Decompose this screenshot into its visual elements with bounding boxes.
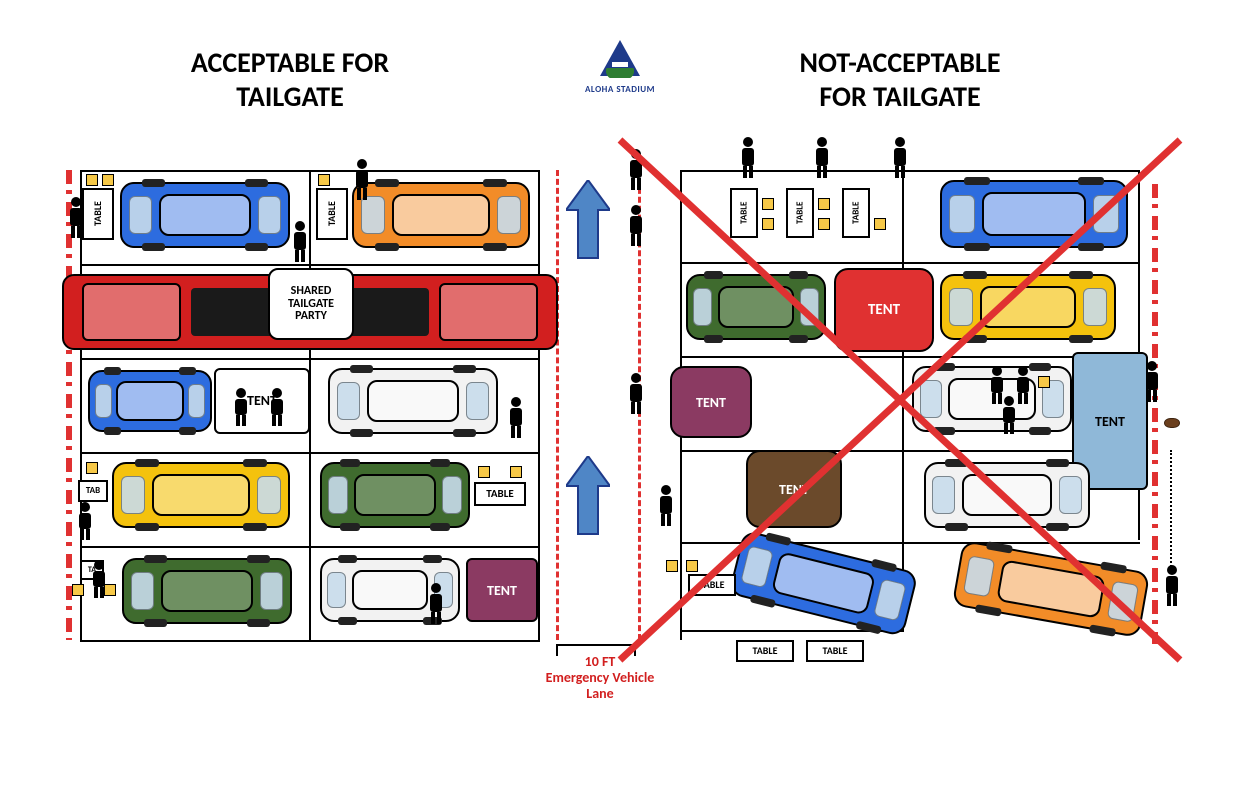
tent-white: TENT bbox=[214, 368, 310, 434]
right-boundary-dashdot bbox=[1152, 184, 1158, 644]
table-r4: TABLE bbox=[688, 574, 736, 596]
left-boundary-dashdot bbox=[66, 170, 72, 640]
chair-icon bbox=[86, 462, 98, 474]
car-blue-r0 bbox=[940, 180, 1128, 248]
car-yellow-r1 bbox=[940, 274, 1116, 340]
right-panel: TABLE TABLE TABLE TENT TENT bbox=[640, 160, 1160, 660]
table-l0b: TABLE bbox=[316, 188, 348, 240]
chair-icon bbox=[1038, 376, 1050, 388]
person-icon bbox=[424, 582, 448, 626]
chair-icon bbox=[762, 198, 774, 210]
person-icon bbox=[998, 396, 1020, 436]
person-icon bbox=[64, 196, 88, 240]
chair-icon bbox=[72, 584, 84, 596]
left-lane-dash bbox=[556, 170, 559, 640]
up-arrow-icon bbox=[566, 180, 610, 265]
car-blue-l2 bbox=[88, 370, 212, 432]
chair-icon bbox=[478, 466, 490, 478]
table-r0a: TABLE bbox=[730, 188, 758, 238]
person-icon bbox=[88, 560, 110, 600]
infographic-stage: ACCEPTABLE FOR TAILGATE NOT-ACCEPTABLE F… bbox=[0, 0, 1245, 795]
chair-icon bbox=[818, 198, 830, 210]
person-icon bbox=[624, 148, 648, 192]
person-icon bbox=[266, 388, 288, 428]
chair-icon bbox=[510, 466, 522, 478]
table-l3: TABLE bbox=[474, 482, 526, 506]
person-icon bbox=[1140, 360, 1164, 404]
car-white-r3 bbox=[924, 462, 1090, 528]
chair-icon bbox=[686, 560, 698, 572]
car-white-l2 bbox=[328, 368, 498, 434]
person-icon bbox=[624, 204, 648, 248]
person-icon bbox=[624, 372, 648, 416]
person-icon bbox=[230, 388, 252, 428]
person-icon bbox=[350, 158, 374, 202]
car-orange-l0 bbox=[352, 182, 530, 248]
car-orange-r4 bbox=[952, 540, 1151, 638]
table-bottom-b: TABLE bbox=[806, 640, 864, 662]
right-title: NOT-ACCEPTABLE FOR TAILGATE bbox=[720, 46, 1080, 113]
tent-red: TENT bbox=[834, 268, 934, 352]
chair-icon bbox=[86, 174, 98, 186]
person-icon bbox=[888, 136, 912, 180]
chair-icon bbox=[818, 218, 830, 230]
table-bottom-a: TABLE bbox=[736, 640, 794, 662]
up-arrow-icon bbox=[566, 456, 610, 541]
left-title: ACCEPTABLE FOR TAILGATE bbox=[120, 46, 460, 113]
aloha-stadium-logo: ALOHA STADIUM bbox=[560, 40, 680, 95]
chair-icon bbox=[762, 218, 774, 230]
person-icon bbox=[736, 136, 760, 180]
table-l3b: TAB bbox=[78, 480, 108, 502]
table-r0c: TABLE bbox=[842, 188, 870, 238]
person-icon bbox=[810, 136, 834, 180]
person-icon bbox=[1160, 564, 1184, 608]
tent-brown: TENT bbox=[746, 450, 842, 528]
left-panel: TABLE TABLE SHARED TAILGATE PARTY TENT bbox=[80, 160, 540, 650]
tent-purple-l4: TENT bbox=[466, 558, 538, 622]
football-icon bbox=[1164, 418, 1180, 428]
table-r0b: TABLE bbox=[786, 188, 814, 238]
dot-line bbox=[1170, 450, 1172, 570]
chair-icon bbox=[874, 218, 886, 230]
person-icon bbox=[654, 484, 678, 528]
car-green-r1 bbox=[686, 274, 826, 340]
chair-icon bbox=[102, 174, 114, 186]
car-green-l3 bbox=[320, 462, 470, 528]
shared-party-box: SHARED TAILGATE PARTY bbox=[268, 268, 354, 340]
lane-bracket bbox=[556, 644, 636, 646]
logo-text: ALOHA STADIUM bbox=[560, 84, 680, 95]
person-icon bbox=[288, 220, 312, 264]
logo-icon bbox=[600, 40, 640, 80]
person-icon bbox=[74, 502, 96, 542]
chair-icon bbox=[318, 174, 330, 186]
person-icon bbox=[504, 396, 528, 440]
car-blue-l0 bbox=[120, 182, 290, 248]
car-green-l4 bbox=[122, 558, 292, 624]
chair-icon bbox=[666, 560, 678, 572]
car-blue-r4 bbox=[728, 530, 919, 638]
car-yellow-l3 bbox=[112, 462, 290, 528]
lane-caption: 10 FT Emergency Vehicle Lane bbox=[540, 654, 660, 702]
tent-purple-r: TENT bbox=[670, 366, 752, 438]
